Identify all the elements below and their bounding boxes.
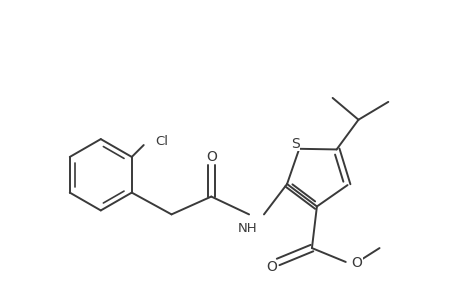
Text: O: O (265, 260, 276, 274)
Text: NH: NH (237, 222, 256, 235)
Text: O: O (206, 150, 216, 164)
Text: Cl: Cl (155, 135, 168, 148)
Text: S: S (290, 137, 299, 151)
Text: O: O (351, 256, 362, 270)
